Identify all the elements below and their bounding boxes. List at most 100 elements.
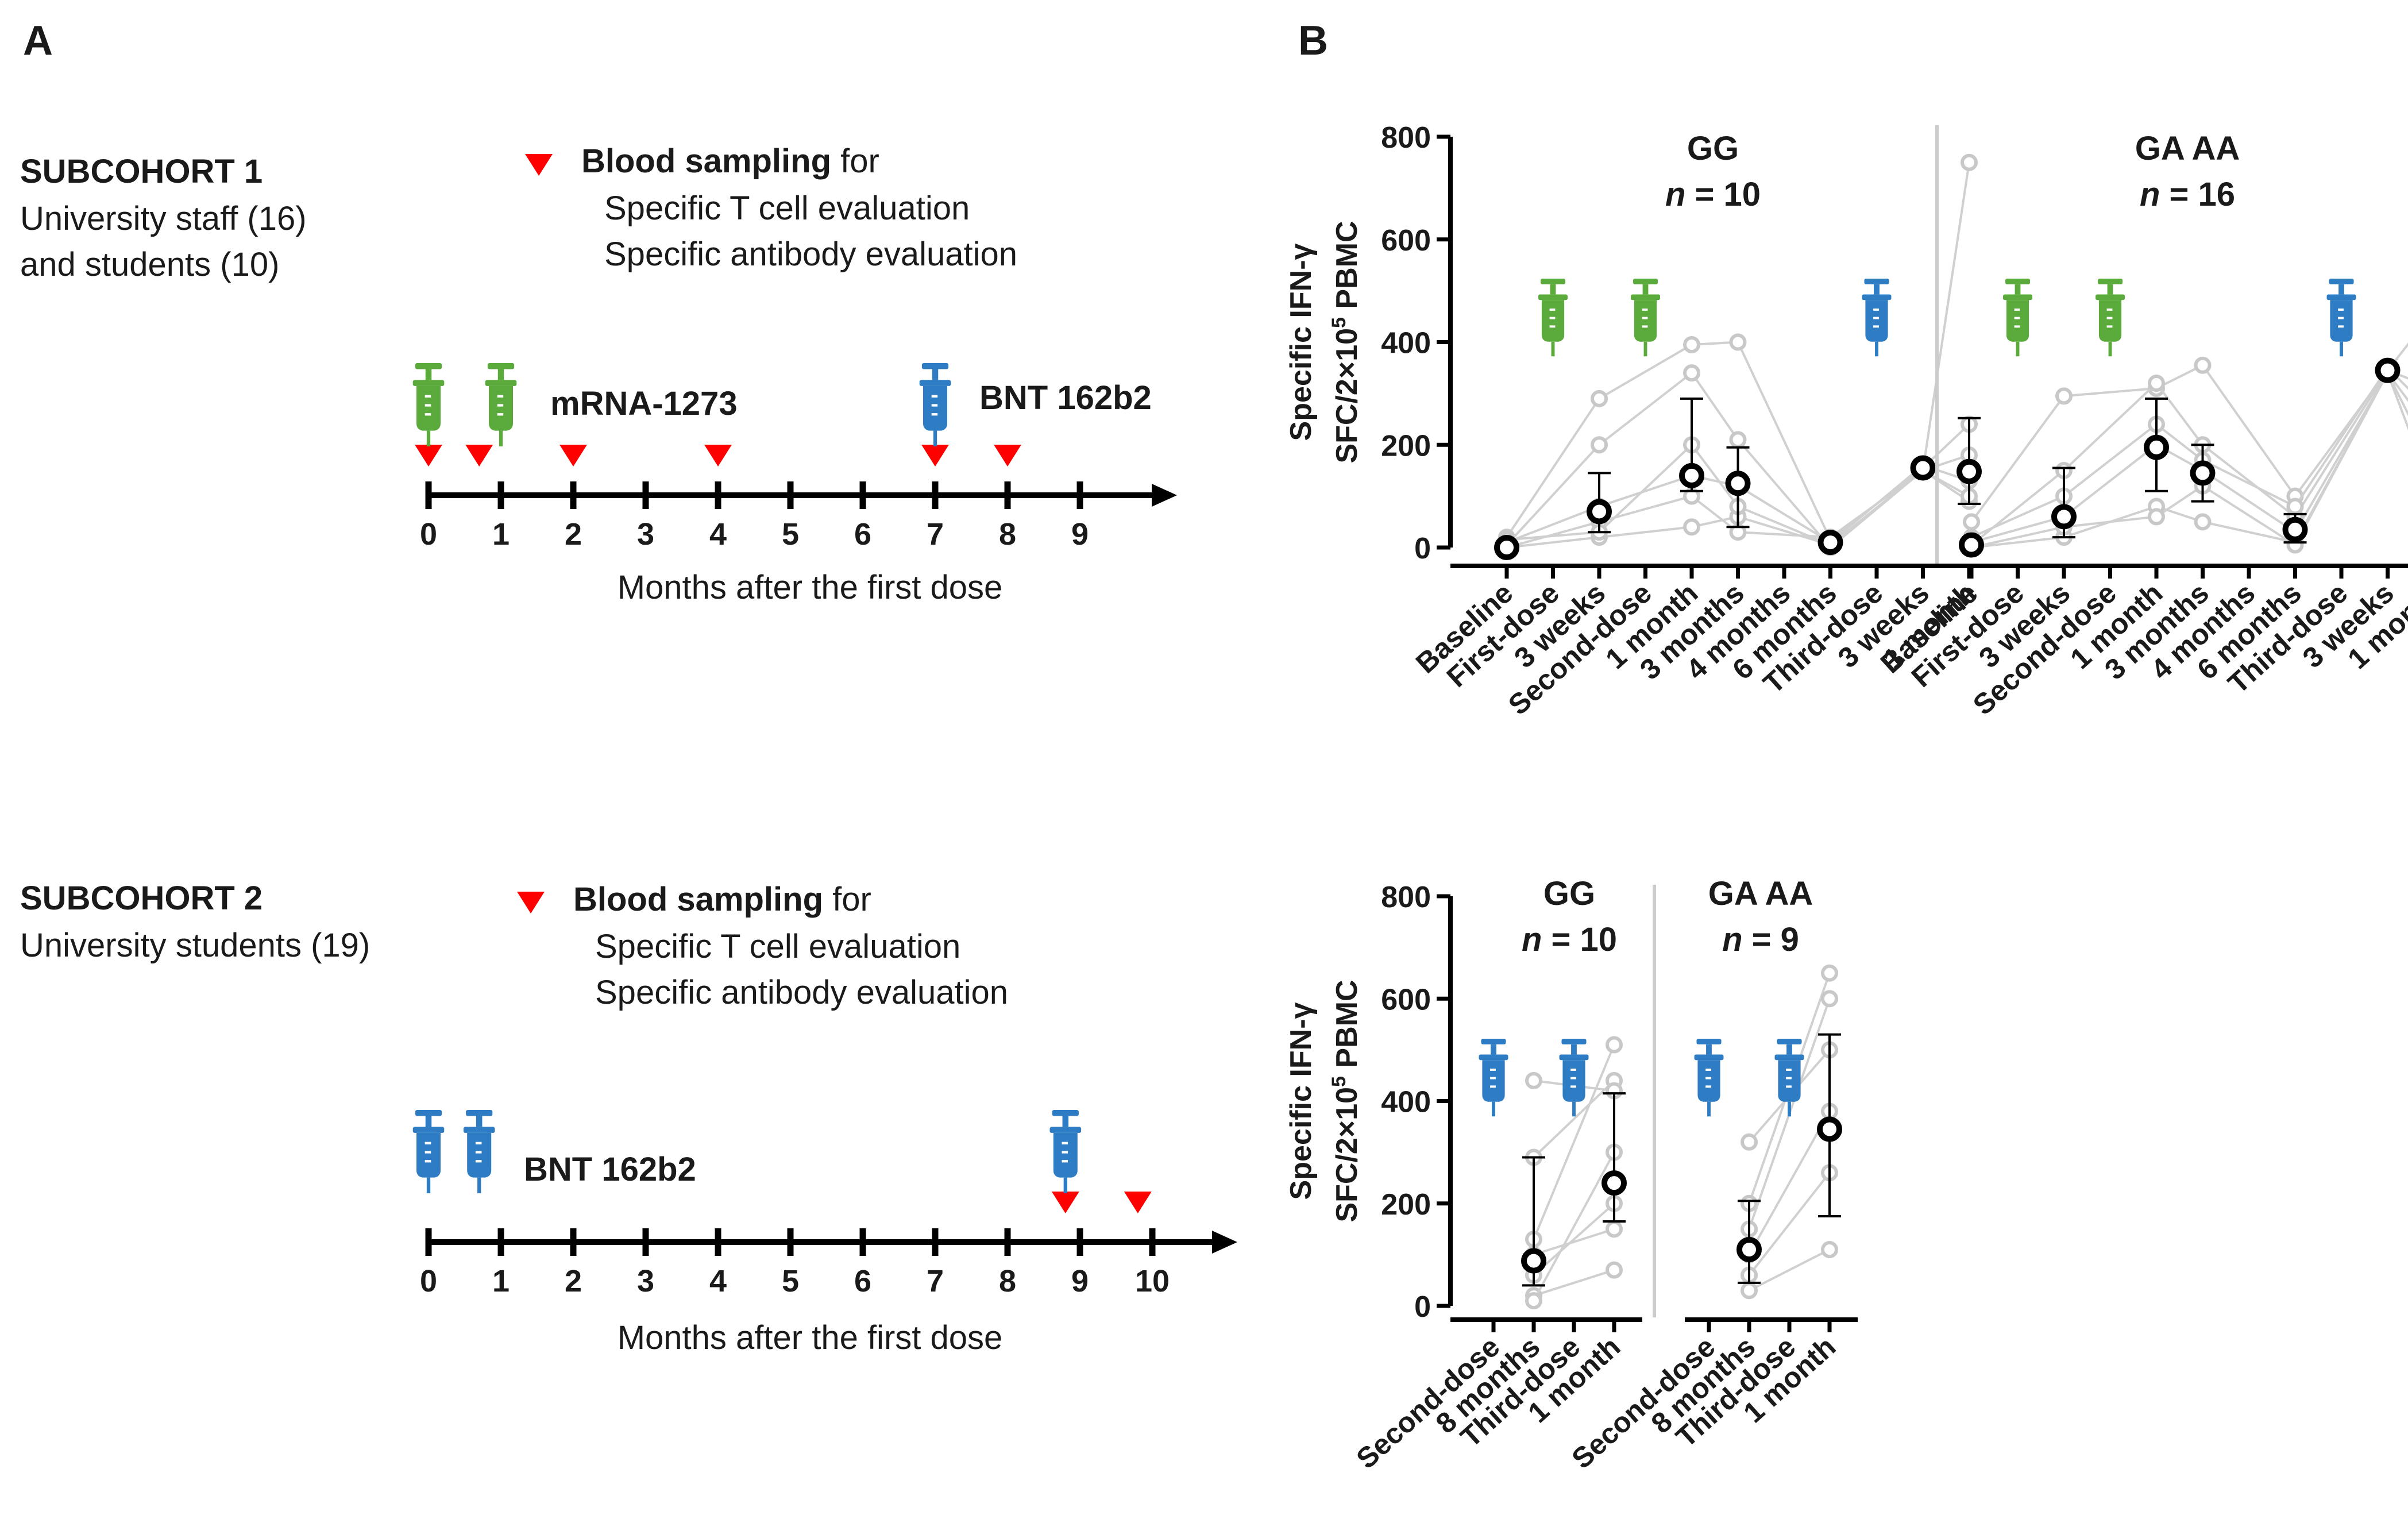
subcohort-2-timeline: SUBCOHORT 2 University students (19) Blo… [20, 880, 1237, 1356]
data-point [1606, 1261, 1623, 1279]
data-point [1525, 1292, 1542, 1310]
timeline-tick-label: 1 [492, 1264, 510, 1298]
data-point [1821, 964, 1838, 982]
group-n: n = 10 [1522, 921, 1617, 958]
group-n: n = 9 [1722, 921, 1799, 958]
timeline-tick-label: 1 [492, 517, 510, 552]
data-point [1821, 1240, 1838, 1258]
sampling-legend-bold-2: Blood sampling [573, 881, 823, 918]
timeline-tick-label: 2 [565, 517, 582, 552]
vaccine-label-bnt-1: BNT 162b2 [979, 379, 1152, 417]
series-line [1533, 1228, 1615, 1256]
timeline-axis-1: 0 1 2 3 4 5 6 7 8 9 [413, 363, 1177, 552]
data-point [1741, 1282, 1758, 1300]
data-point [1683, 336, 1700, 353]
timeline-tick-label: 8 [999, 517, 1016, 552]
timeline-tick-label: 4 [709, 1264, 727, 1298]
mean-marker [2144, 434, 2169, 460]
panel-a-label: A [23, 18, 53, 64]
series-line [1533, 1080, 1615, 1158]
y-tick-label: 400 [1381, 1086, 1431, 1119]
y-title-sup: 5 [1328, 1076, 1350, 1087]
pfizer-dose-syringe-icon [1477, 1038, 1510, 1118]
timeline-xlabel-2: Months after the first dose [618, 1319, 1003, 1356]
sampling-legend-line2-1: Specific T cell evaluation [604, 190, 970, 227]
panel-b-label: B [1298, 18, 1328, 64]
sampling-legend-bold-1: Blood sampling [581, 142, 831, 180]
blood-sampling-marker [1124, 1192, 1152, 1213]
timeline-xlabel-1: Months after the first dose [618, 569, 1003, 606]
y-tick-label: 200 [1381, 429, 1431, 462]
sampling-legend-for-2: for [823, 881, 871, 918]
group-n-symbol: n [1665, 176, 1685, 213]
mean-marker [1736, 1236, 1762, 1262]
moderna-dose-syringe-icon [2002, 277, 2033, 358]
pfizer-dose-syringe-icon [1773, 1038, 1805, 1118]
timeline-tick-label: 4 [709, 517, 727, 552]
y-title-part-b: PBMC [1330, 221, 1364, 317]
timeline-tick-label: 5 [782, 1264, 799, 1298]
group-n-value: = 10 [1542, 921, 1617, 958]
subcohort-2-title: SUBCOHORT 2 [20, 880, 263, 917]
timeline-tick-label: 8 [999, 1264, 1016, 1298]
y-tick-label: 200 [1381, 1188, 1431, 1221]
data-point [1683, 518, 1700, 536]
y-tick-label: 800 [1381, 121, 1431, 155]
pfizer-syringe-icon [464, 1110, 495, 1193]
y-title-part-b: PBMC [1330, 980, 1364, 1076]
y-tick-label: 600 [1381, 224, 1431, 257]
data-point [2194, 356, 2212, 374]
timeline-tick-label: 10 [1135, 1264, 1170, 1298]
pfizer-dose-syringe-icon [1861, 277, 1893, 358]
mean-marker [1957, 458, 1982, 484]
timeline-tick-label: 7 [927, 1264, 944, 1298]
timeline-arrowhead [1212, 1231, 1237, 1254]
group-n: n = 10 [1665, 176, 1761, 213]
series-line [1533, 1269, 1615, 1297]
sampling-legend-marker-2 [517, 892, 545, 913]
timeline-tick-label: 6 [854, 1264, 871, 1298]
sampling-legend-marker [525, 154, 553, 176]
timeline-tick-label: 2 [565, 1264, 582, 1298]
mean-marker [1602, 1170, 1627, 1196]
data-point [1729, 431, 1747, 449]
data-point [1961, 153, 1978, 171]
series-line [1971, 370, 2408, 549]
data-point [2286, 498, 2304, 515]
mean-marker [1725, 471, 1751, 496]
sampling-legend-2: Blood sampling for [573, 881, 871, 918]
y-axis-title: Specific IFN-γ SFC/2×105 PBMC [1284, 221, 1364, 463]
data-point [1741, 1133, 1758, 1151]
data-point [2148, 508, 2165, 526]
group-title: GA AA [2135, 130, 2240, 167]
data-point [2055, 387, 2073, 405]
timeline-tick-label: 3 [637, 1264, 654, 1298]
mean-marker [1587, 499, 1612, 525]
mean-marker [2375, 357, 2401, 383]
y-axis-title: Specific IFN-γ SFC/2×105 PBMC [1284, 980, 1364, 1222]
mean-marker [1959, 532, 1984, 558]
y-axis-title-line2: SFC/2×105 PBMC [1328, 221, 1364, 463]
blood-sampling-marker [465, 445, 493, 467]
y-axis-title-line2: SFC/2×105 PBMC [1328, 980, 1364, 1222]
pfizer-syringe-icon [1050, 1110, 1082, 1193]
moderna-dose-syringe-icon [2094, 277, 2126, 358]
data-point [1729, 333, 1747, 351]
timeline-tick-label: 0 [420, 1264, 437, 1298]
series-line [1971, 370, 2408, 549]
y-tick-label: 600 [1381, 983, 1431, 1016]
moderna-syringe-icon [413, 363, 445, 446]
group-n-value: = 10 [1685, 176, 1761, 213]
series-line [1749, 1248, 1830, 1292]
mean-marker [1910, 455, 1936, 481]
sampling-legend-line3-1: Specific antibody evaluation [604, 236, 1017, 273]
data-point [1591, 390, 1608, 407]
series-line [1748, 1111, 1831, 1255]
group-title: GG [1543, 875, 1595, 912]
data-point [1821, 990, 1838, 1008]
timeline-tick-label: 9 [1071, 1264, 1089, 1298]
blood-sampling-marker [994, 445, 1021, 467]
mean-marker [1521, 1248, 1546, 1274]
pfizer-dose-syringe-icon [1693, 1038, 1725, 1118]
sampling-legend-1: Blood sampling for [581, 142, 879, 180]
